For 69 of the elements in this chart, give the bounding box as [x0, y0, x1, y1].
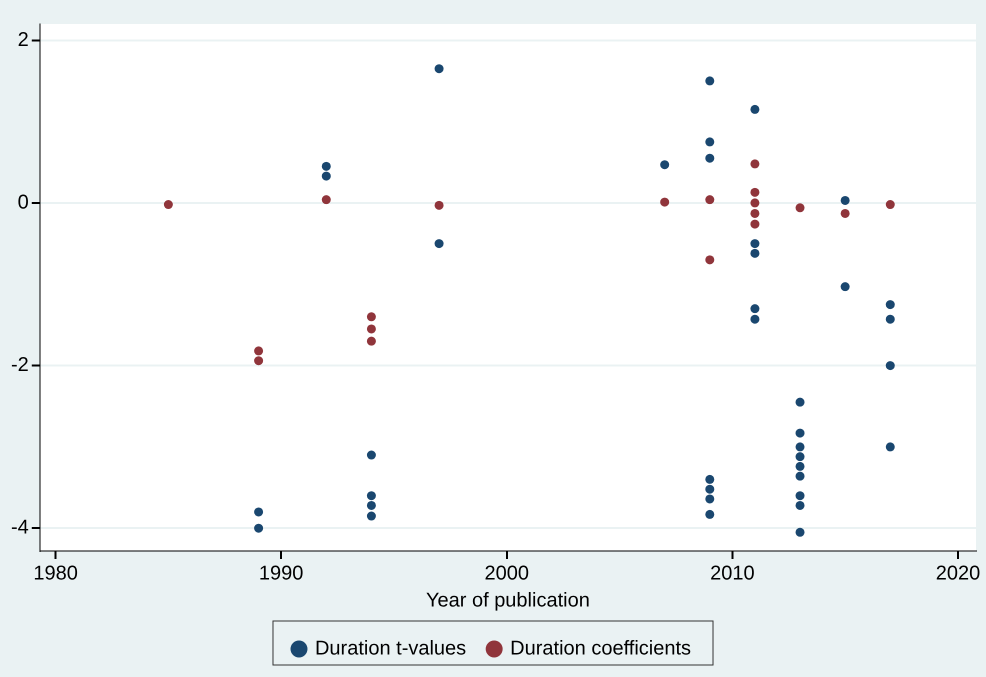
y-tick-label: -4	[10, 516, 29, 539]
point	[164, 200, 173, 210]
x-tick-label: 2010	[710, 562, 755, 585]
point	[322, 172, 331, 181]
point	[886, 314, 895, 324]
point	[366, 450, 376, 460]
point	[796, 472, 805, 481]
point	[796, 428, 805, 438]
point	[254, 507, 264, 516]
point	[366, 500, 376, 510]
point	[660, 198, 670, 207]
point	[366, 336, 376, 346]
point	[705, 484, 714, 494]
point	[886, 361, 895, 370]
point	[705, 154, 714, 163]
point	[840, 208, 850, 218]
point	[660, 160, 670, 170]
point	[254, 524, 264, 533]
point	[366, 324, 376, 334]
point	[750, 104, 760, 114]
point	[705, 474, 714, 484]
point	[796, 398, 805, 407]
point	[705, 255, 714, 264]
y-tick-label: -2	[10, 354, 29, 376]
point	[434, 64, 444, 74]
point	[796, 491, 805, 500]
point	[705, 195, 714, 204]
point	[886, 442, 895, 452]
point	[886, 300, 895, 310]
point	[796, 500, 805, 510]
point	[750, 198, 760, 208]
point	[705, 137, 714, 146]
point	[796, 462, 805, 471]
x-axis-title: Year of publication	[426, 590, 590, 612]
point	[886, 200, 895, 210]
point	[434, 200, 444, 210]
point	[750, 304, 760, 314]
y-tick-label: 2	[18, 28, 29, 51]
point	[366, 512, 376, 521]
point	[796, 442, 805, 452]
point	[840, 282, 850, 292]
point	[366, 491, 376, 500]
point	[750, 220, 760, 229]
x-tick-label: 2000	[484, 562, 530, 585]
y-tick-label: 0	[18, 191, 29, 214]
point	[796, 528, 805, 537]
point	[796, 452, 805, 462]
legend-label: Duration t-values	[314, 638, 466, 660]
point	[322, 195, 331, 204]
point	[750, 159, 760, 168]
point	[366, 312, 376, 322]
x-tick-label: 1990	[258, 562, 304, 585]
point	[254, 356, 264, 366]
point	[750, 314, 760, 324]
point	[434, 239, 444, 248]
point	[705, 494, 714, 504]
point	[796, 203, 805, 212]
x-tick-label: 1980	[33, 562, 78, 585]
point	[705, 76, 714, 86]
point	[705, 510, 714, 519]
point	[750, 188, 760, 197]
point	[750, 208, 760, 218]
legend-label: Duration coefficients	[510, 638, 692, 660]
x-tick-label: 2020	[936, 562, 980, 585]
point	[322, 162, 331, 171]
point	[750, 239, 760, 248]
point	[750, 248, 760, 258]
point	[254, 346, 264, 356]
point	[840, 196, 850, 205]
